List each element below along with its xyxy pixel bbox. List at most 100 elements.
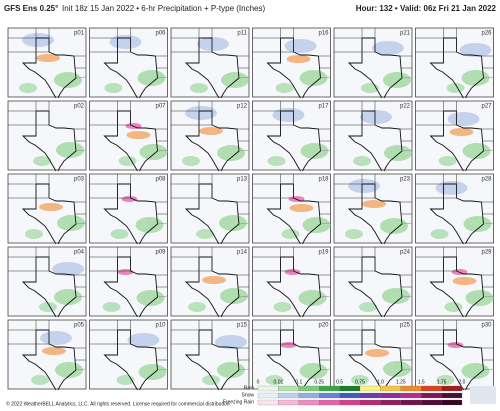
precip-rain xyxy=(33,156,51,166)
precip-rain xyxy=(430,229,449,239)
panel-label: p18 xyxy=(318,177,329,183)
legend-swatch xyxy=(421,392,442,399)
map-panel: p01 xyxy=(7,27,87,99)
precip-rain xyxy=(190,83,208,93)
legend-tick: 0.01 xyxy=(274,379,284,385)
precip-rain xyxy=(217,362,245,378)
precip-rain xyxy=(217,145,245,161)
precip-rain xyxy=(345,229,363,239)
precip-mix xyxy=(286,55,311,63)
precip-mix xyxy=(199,127,223,135)
legend-swatch xyxy=(319,399,340,406)
legend-swatch xyxy=(441,399,463,406)
precip-rain xyxy=(221,72,249,88)
legend-swatch xyxy=(380,392,401,399)
precip-rain xyxy=(102,302,121,312)
map-panel: p12 xyxy=(170,100,250,172)
panel-label: p13 xyxy=(237,177,248,183)
legend: 0 0.01 0.1 0.25 0.5 0.75 1.0 1.25 1.5 1.75 2.0 Rain… xyxy=(223,379,496,405)
precip-rain xyxy=(382,288,410,304)
precip-rain xyxy=(267,156,286,166)
legend-swatch xyxy=(359,385,381,392)
panel-label: p19 xyxy=(318,250,329,256)
precip-mix xyxy=(126,131,151,139)
precip-rain xyxy=(202,375,220,385)
precip-snow xyxy=(185,106,217,120)
panel-label: p02 xyxy=(74,104,85,110)
precip-mix xyxy=(362,200,386,208)
logo xyxy=(470,386,496,404)
legend-swatch xyxy=(380,385,401,392)
map-panel: p17 xyxy=(252,100,331,172)
precip-mix xyxy=(452,277,477,285)
legend-tick: 0.1 xyxy=(295,379,302,385)
precip-rain xyxy=(25,229,43,239)
map-panel: p16 xyxy=(252,27,331,99)
precip-rain xyxy=(118,156,137,166)
precip-rain xyxy=(461,70,490,86)
map-panel: p13 xyxy=(170,173,250,245)
panel-label: p16 xyxy=(318,31,329,37)
panel-label: p12 xyxy=(237,104,248,110)
precip-rain xyxy=(273,302,292,312)
panel-label: p11 xyxy=(237,31,247,37)
precip-rain xyxy=(353,156,371,166)
precip-rain xyxy=(265,375,284,385)
panel-label: p23 xyxy=(400,177,411,183)
legend-swatch xyxy=(359,392,381,399)
precip-rain xyxy=(196,229,214,239)
legend-swatch xyxy=(441,392,463,399)
panel-label: p05 xyxy=(74,323,85,329)
precip-mix xyxy=(36,54,60,62)
legend-tick: 0.75 xyxy=(355,379,365,385)
precip-rain xyxy=(57,215,85,231)
precip-rain xyxy=(446,83,465,93)
precip-rain xyxy=(300,143,329,159)
precip-snow xyxy=(284,39,317,53)
map-panel: p25 xyxy=(333,319,413,391)
panel-label: p30 xyxy=(481,323,492,329)
precip-rain xyxy=(188,302,206,312)
legend-swatch xyxy=(359,399,381,406)
legend-swatch xyxy=(278,399,299,406)
map-panel: p04 xyxy=(7,246,87,318)
legend-swatch xyxy=(380,399,401,406)
precip-frz xyxy=(447,342,464,348)
precip-snow xyxy=(435,181,468,195)
panel-bg xyxy=(415,27,494,98)
legend-swatch xyxy=(400,385,422,392)
legend-swatch xyxy=(298,385,320,392)
legend-type: Snow xyxy=(241,392,254,398)
map-panel: p21 xyxy=(333,27,413,99)
precip-snow xyxy=(197,37,229,51)
legend-swatch xyxy=(257,392,279,399)
map-panel: p18 xyxy=(252,173,331,245)
precip-rain xyxy=(220,288,248,304)
legend-swatch xyxy=(319,385,340,392)
precip-mix xyxy=(202,276,226,284)
precip-rain xyxy=(219,215,247,231)
precip-rain xyxy=(359,302,377,312)
precip-rain xyxy=(463,216,492,232)
legend-tick: 2.0 xyxy=(459,379,466,385)
map-panel: p30 xyxy=(415,319,494,391)
precip-rain xyxy=(383,361,411,377)
panel-label: p26 xyxy=(481,31,492,37)
precip-rain xyxy=(351,375,369,385)
precip-snow xyxy=(52,262,84,276)
map-panel: p29 xyxy=(415,246,494,318)
panel-label: p14 xyxy=(237,250,248,256)
map-panel: p08 xyxy=(89,173,168,245)
map-panel: p14 xyxy=(170,246,250,318)
precip-snow xyxy=(348,179,380,193)
precip-frz xyxy=(117,269,134,275)
precip-rain xyxy=(139,144,168,160)
footer: © 2022 WeatherBELL Analytics, LLC. All r… xyxy=(6,400,231,407)
precip-frz xyxy=(121,196,138,202)
map-panel: p05 xyxy=(7,319,87,391)
precip-rain xyxy=(56,142,84,158)
precip-rain xyxy=(461,363,490,379)
panel-label: p27 xyxy=(481,104,492,110)
legend-tick: 0.25 xyxy=(314,379,324,385)
